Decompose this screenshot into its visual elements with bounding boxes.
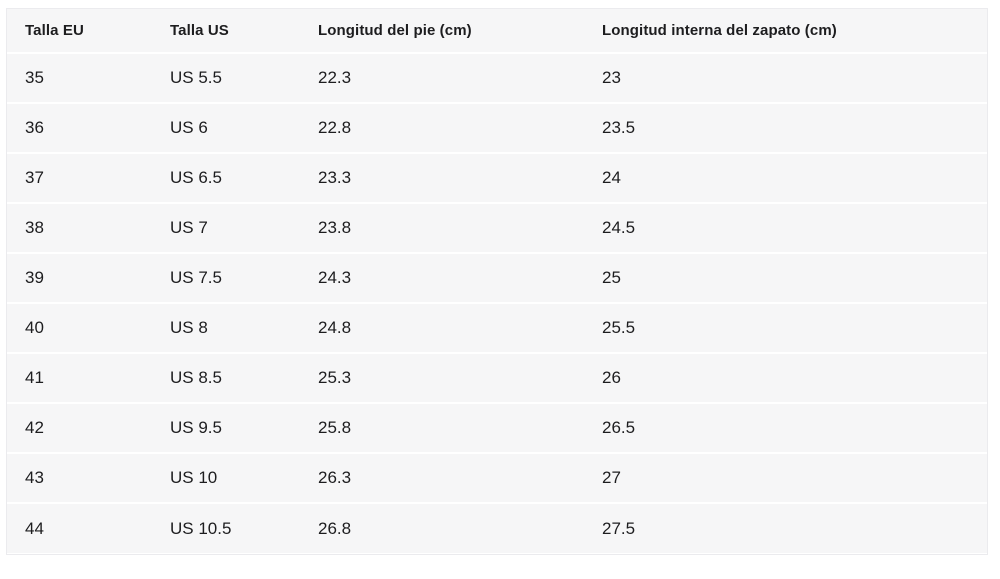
column-header: Talla US xyxy=(152,9,300,54)
table-row: 40 US 8 24.8 25.5 xyxy=(7,304,987,354)
size-chart-container: Talla EU Talla US Longitud del pie (cm) Lon… xyxy=(6,8,988,555)
column-header: Talla EU xyxy=(7,9,152,54)
table-body: 35 US 5.5 22.3 23 36 US 6 22.8 23.5 37 US 6.5 23.3… xyxy=(7,54,987,554)
table-cell: 22.8 xyxy=(300,104,584,154)
size-chart-table: Talla EU Talla US Longitud del pie (cm) Lon… xyxy=(6,8,988,555)
table-cell: 37 xyxy=(7,154,152,204)
table-cell: 26.5 xyxy=(584,404,987,454)
table-cell: 43 xyxy=(7,454,152,504)
table-row: 43 US 10 26.3 27 xyxy=(7,454,987,504)
table-cell: 23.8 xyxy=(300,204,584,254)
table-cell: US 10.5 xyxy=(152,504,300,554)
table-cell: 26.8 xyxy=(300,504,584,554)
table-row: 39 US 7.5 24.3 25 xyxy=(7,254,987,304)
table-cell: 25 xyxy=(584,254,987,304)
table-cell: 27.5 xyxy=(584,504,987,554)
column-header: Longitud del pie (cm) xyxy=(300,9,584,54)
table-cell: US 9.5 xyxy=(152,404,300,454)
table-cell: 25.5 xyxy=(584,304,987,354)
table-cell: 24.3 xyxy=(300,254,584,304)
table-cell: US 5.5 xyxy=(152,54,300,104)
table-row: 37 US 6.5 23.3 24 xyxy=(7,154,987,204)
table-row: 41 US 8.5 25.3 26 xyxy=(7,354,987,404)
table-cell: 22.3 xyxy=(300,54,584,104)
table-cell: 25.8 xyxy=(300,404,584,454)
table-cell: US 10 xyxy=(152,454,300,504)
table-row: 36 US 6 22.8 23.5 xyxy=(7,104,987,154)
table-cell: US 8.5 xyxy=(152,354,300,404)
table-cell: 26 xyxy=(584,354,987,404)
table-cell: 25.3 xyxy=(300,354,584,404)
table-cell: US 6.5 xyxy=(152,154,300,204)
column-header: Longitud interna del zapato (cm) xyxy=(584,9,987,54)
table-row: 42 US 9.5 25.8 26.5 xyxy=(7,404,987,454)
table-cell: US 7 xyxy=(152,204,300,254)
table-cell: 24.8 xyxy=(300,304,584,354)
table-row: 35 US 5.5 22.3 23 xyxy=(7,54,987,104)
table-cell: 41 xyxy=(7,354,152,404)
table-cell: US 8 xyxy=(152,304,300,354)
table-cell: 36 xyxy=(7,104,152,154)
table-row: 44 US 10.5 26.8 27.5 xyxy=(7,504,987,554)
table-cell: 42 xyxy=(7,404,152,454)
table-cell: 35 xyxy=(7,54,152,104)
table-cell: US 7.5 xyxy=(152,254,300,304)
table-cell: 26.3 xyxy=(300,454,584,504)
table-cell: US 6 xyxy=(152,104,300,154)
table-cell: 38 xyxy=(7,204,152,254)
table-cell: 23.5 xyxy=(584,104,987,154)
table-cell: 23 xyxy=(584,54,987,104)
table-cell: 40 xyxy=(7,304,152,354)
table-cell: 44 xyxy=(7,504,152,554)
table-cell: 24 xyxy=(584,154,987,204)
table-cell: 27 xyxy=(584,454,987,504)
table-cell: 23.3 xyxy=(300,154,584,204)
table-cell: 39 xyxy=(7,254,152,304)
header-row: Talla EU Talla US Longitud del pie (cm) Lon… xyxy=(7,9,987,54)
table-row: 38 US 7 23.8 24.5 xyxy=(7,204,987,254)
table-cell: 24.5 xyxy=(584,204,987,254)
